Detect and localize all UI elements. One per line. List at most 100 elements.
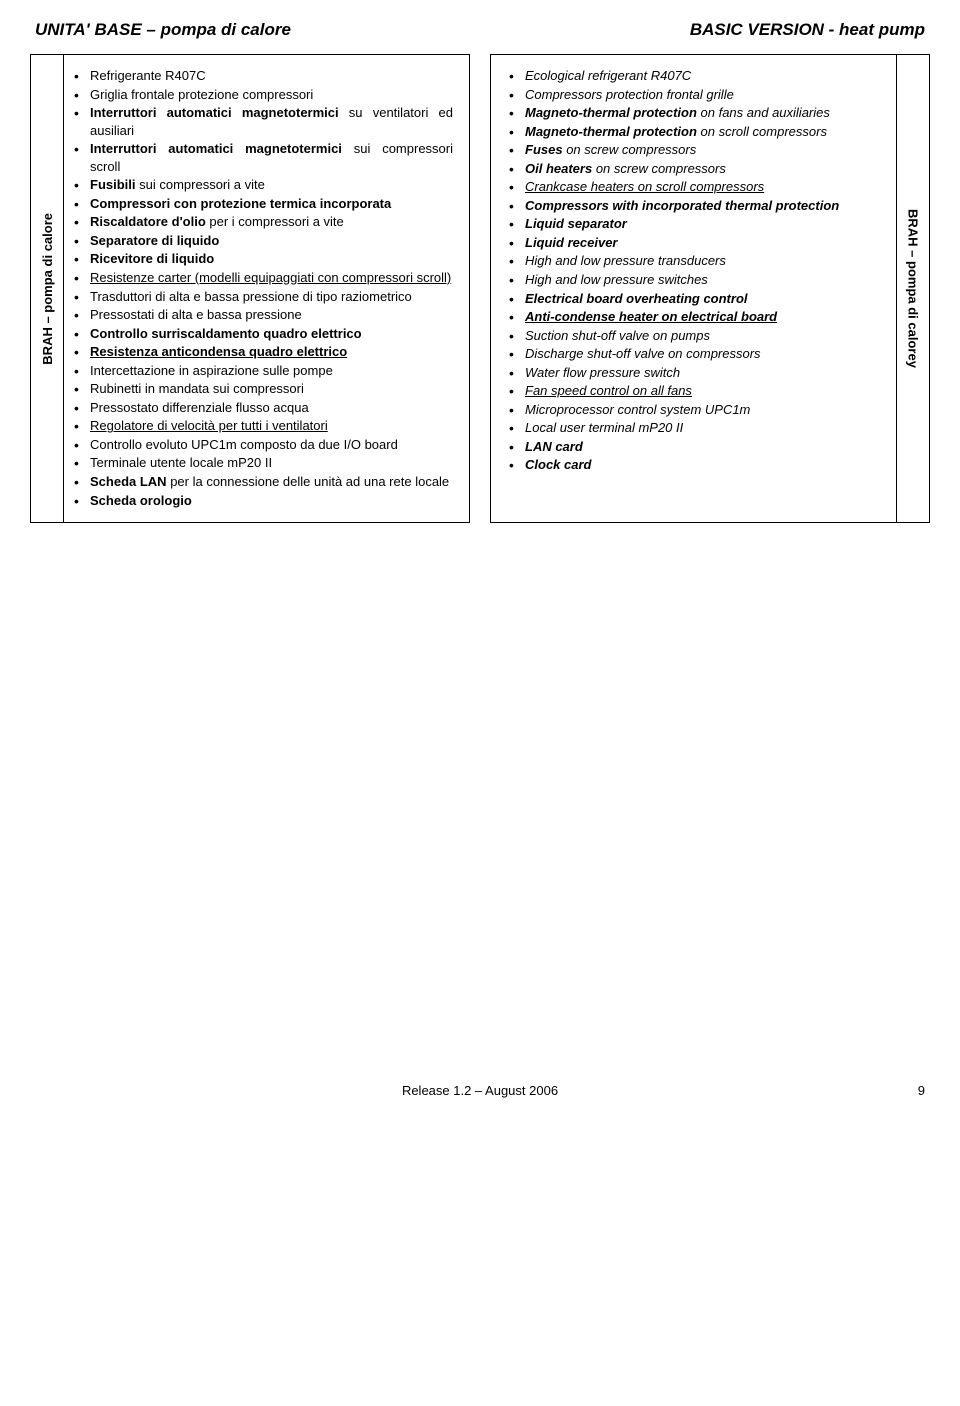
list-item-suffix: on scroll compressors: [697, 124, 827, 139]
list-item: Resistenza anticondensa quadro elettrico: [72, 343, 453, 361]
list-item-text: Intercettazione in aspirazione sulle pom…: [90, 363, 333, 378]
right-side-label: BRAH – pompa di calorey: [897, 55, 929, 522]
list-item: Electrical board overheating control: [507, 290, 888, 308]
list-item-text: Pressostati di alta e bassa pressione: [90, 307, 302, 322]
list-item-text: Local user terminal mP20 II: [525, 420, 683, 435]
right-bullet-list: Ecological refrigerant R407C Compressors …: [507, 67, 888, 474]
list-item: Water flow pressure switch: [507, 364, 888, 382]
list-item-text: Ecological refrigerant R407C: [525, 68, 691, 83]
list-item-text: Compressors with incorporated thermal pr…: [525, 198, 839, 213]
list-item: High and low pressure switches: [507, 271, 888, 289]
list-item-text: LAN card: [525, 439, 583, 454]
list-item: Interruttori automatici magnetotermici s…: [72, 140, 453, 175]
list-item: High and low pressure transducers: [507, 252, 888, 270]
list-item-text: Anti-condense heater on electrical board: [525, 309, 777, 324]
list-item-text: Controllo surriscaldamento quadro elettr…: [90, 326, 362, 341]
list-item-prefix: Interruttori automatici magnetotermici: [90, 141, 342, 156]
list-item: Local user terminal mP20 II: [507, 419, 888, 437]
left-column: BRAH – pompa di calore Refrigerante R407…: [30, 54, 470, 523]
list-item: Pressostato differenziale flusso acqua: [72, 399, 453, 417]
list-item: Oil heaters on screw compressors: [507, 160, 888, 178]
list-item-text: Resistenze carter (modelli equipaggiati …: [90, 270, 451, 285]
list-item: Intercettazione in aspirazione sulle pom…: [72, 362, 453, 380]
list-item: Ecological refrigerant R407C: [507, 67, 888, 85]
list-item-prefix: Magneto-thermal protection: [525, 124, 697, 139]
list-item: Regolatore di velocità per tutti i venti…: [72, 417, 453, 435]
list-item: Controllo surriscaldamento quadro elettr…: [72, 325, 453, 343]
list-item: Liquid receiver: [507, 234, 888, 252]
list-item-text: Scheda orologio: [90, 493, 192, 508]
list-item: Fuses on screw compressors: [507, 141, 888, 159]
list-item-text: Ricevitore di liquido: [90, 251, 214, 266]
list-item: Trasduttori di alta e bassa pressione di…: [72, 288, 453, 306]
content-columns: BRAH – pompa di calore Refrigerante R407…: [30, 54, 930, 523]
list-item-suffix: per la connessione delle unità ad una re…: [167, 474, 450, 489]
list-item-text: Liquid receiver: [525, 235, 617, 250]
list-item-text: Regolatore di velocità per tutti i venti…: [90, 418, 328, 433]
list-item: LAN card: [507, 438, 888, 456]
list-item-text: High and low pressure switches: [525, 272, 708, 287]
list-item: Interruttori automatici magnetotermici s…: [72, 104, 453, 139]
list-item-text: Pressostato differenziale flusso acqua: [90, 400, 309, 415]
list-item: Fusibili sui compressori a vite: [72, 176, 453, 194]
list-item: Compressori con protezione termica incor…: [72, 195, 453, 213]
list-item: Compressors with incorporated thermal pr…: [507, 197, 888, 215]
list-item: Suction shut-off valve on pumps: [507, 327, 888, 345]
list-item-prefix: Interruttori automatici magnetotermici: [90, 105, 339, 120]
list-item-suffix: on screw compressors: [563, 142, 697, 157]
list-item: Pressostati di alta e bassa pressione: [72, 306, 453, 324]
list-item-prefix: Oil heaters: [525, 161, 592, 176]
list-item: Terminale utente locale mP20 II: [72, 454, 453, 472]
list-item: Riscaldatore d'olio per i compressori a …: [72, 213, 453, 231]
list-item: Microprocessor control system UPC1m: [507, 401, 888, 419]
list-item: Refrigerante R407C: [72, 67, 453, 85]
list-item-prefix: Scheda LAN: [90, 474, 167, 489]
list-item: Ricevitore di liquido: [72, 250, 453, 268]
list-item-suffix: sui compressori a vite: [136, 177, 265, 192]
list-item-suffix: per i compressori a vite: [206, 214, 344, 229]
right-side-label-text: BRAH – pompa di calorey: [906, 209, 921, 368]
list-item-prefix: Fuses: [525, 142, 563, 157]
right-column: Ecological refrigerant R407C Compressors …: [490, 54, 930, 523]
footer-page-number: 9: [918, 1083, 925, 1098]
list-item-text: Discharge shut-off valve on compressors: [525, 346, 761, 361]
left-bullet-list: Refrigerante R407C Griglia frontale prote…: [72, 67, 453, 509]
list-item: Clock card: [507, 456, 888, 474]
list-item: Fan speed control on all fans: [507, 382, 888, 400]
list-item-text: Griglia frontale protezione compressori: [90, 87, 313, 102]
list-item-text: Compressori con protezione termica incor…: [90, 196, 391, 211]
list-item-text: Refrigerante R407C: [90, 68, 206, 83]
list-item: Liquid separator: [507, 215, 888, 233]
list-item: Anti-condense heater on electrical board: [507, 308, 888, 326]
list-item: Discharge shut-off valve on compressors: [507, 345, 888, 363]
list-item-text: Controllo evoluto UPC1m composto da due …: [90, 437, 398, 452]
left-column-content: Refrigerante R407C Griglia frontale prote…: [63, 55, 469, 522]
list-item-prefix: Fusibili: [90, 177, 136, 192]
list-item-text: Crankcase heaters on scroll compressors: [525, 179, 764, 194]
list-item: Resistenze carter (modelli equipaggiati …: [72, 269, 453, 287]
list-item: Griglia frontale protezione compressori: [72, 86, 453, 104]
left-side-label: BRAH – pompa di calore: [31, 55, 63, 522]
list-item-text: Clock card: [525, 457, 591, 472]
list-item: Controllo evoluto UPC1m composto da due …: [72, 436, 453, 454]
list-item-text: Suction shut-off valve on pumps: [525, 328, 710, 343]
list-item: Compressors protection frontal grille: [507, 86, 888, 104]
left-side-label-text: BRAH – pompa di calore: [40, 213, 55, 365]
list-item-prefix: Magneto-thermal protection: [525, 105, 697, 120]
list-item: Crankcase heaters on scroll compressors: [507, 178, 888, 196]
list-item: Scheda orologio: [72, 492, 453, 510]
list-item-text: Liquid separator: [525, 216, 627, 231]
list-item-text: High and low pressure transducers: [525, 253, 726, 268]
list-item: Separatore di liquido: [72, 232, 453, 250]
list-item-text: Resistenza anticondensa quadro elettrico: [90, 344, 347, 359]
list-item-text: Trasduttori di alta e bassa pressione di…: [90, 289, 412, 304]
footer-release: Release 1.2 – August 2006: [402, 1083, 558, 1098]
list-item: Scheda LAN per la connessione delle unit…: [72, 473, 453, 491]
right-column-content: Ecological refrigerant R407C Compressors …: [491, 55, 897, 522]
list-item: Magneto-thermal protection on scroll com…: [507, 123, 888, 141]
list-item: Rubinetti in mandata sui compressori: [72, 380, 453, 398]
header-right: BASIC VERSION - heat pump: [690, 20, 925, 40]
list-item-suffix: on fans and auxiliaries: [697, 105, 830, 120]
header-left: UNITA' BASE – pompa di calore: [35, 20, 291, 40]
list-item-text: Terminale utente locale mP20 II: [90, 455, 272, 470]
